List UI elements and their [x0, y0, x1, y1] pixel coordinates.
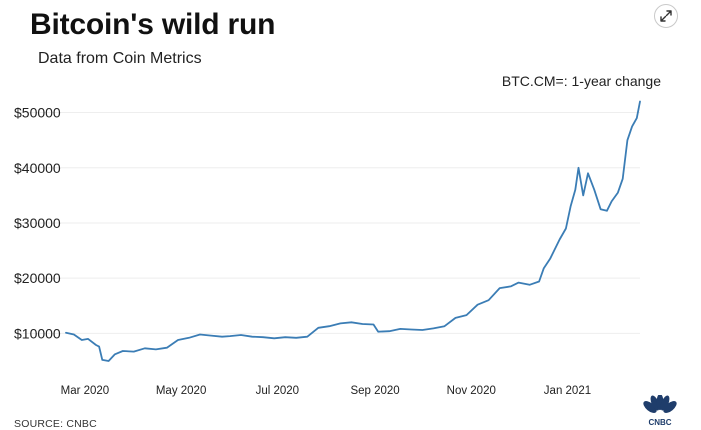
x-tick-label: Jan 2021 [544, 385, 591, 397]
series-line [65, 100, 641, 362]
series-group [65, 100, 641, 362]
x-axis-ticks: Mar 2020 May 2020 Jul 2020 Sep 2020 Nov 2020… [61, 385, 591, 397]
cnbc-logo: CNBC [643, 395, 677, 427]
expand-button[interactable] [654, 4, 678, 28]
y-tick-label: $20000 [14, 270, 61, 286]
y-tick-label: $40000 [14, 160, 61, 176]
source-note: SOURCE: CNBC [14, 418, 97, 430]
y-tick-label: $10000 [14, 325, 61, 341]
x-tick-label: Jul 2020 [256, 385, 299, 397]
chart-title: Bitcoin's wild run [30, 8, 276, 41]
x-tick-label: Mar 2020 [61, 385, 110, 397]
y-tick-label: $50000 [14, 105, 61, 121]
x-tick-label: Nov 2020 [447, 385, 496, 397]
series-label: BTC.CM=: 1-year change [501, 73, 661, 89]
y-axis-ticks: $10000 $20000 $30000 $40000 $50000 [14, 105, 61, 342]
grid-lines [14, 112, 640, 334]
cnbc-logo-text: CNBC [648, 418, 671, 427]
expand-icon [660, 10, 672, 22]
x-tick-label: Sep 2020 [350, 385, 399, 397]
x-tick-label: May 2020 [156, 385, 207, 397]
chart-subtitle: Data from Coin Metrics [38, 50, 202, 67]
y-tick-label: $30000 [14, 215, 61, 231]
